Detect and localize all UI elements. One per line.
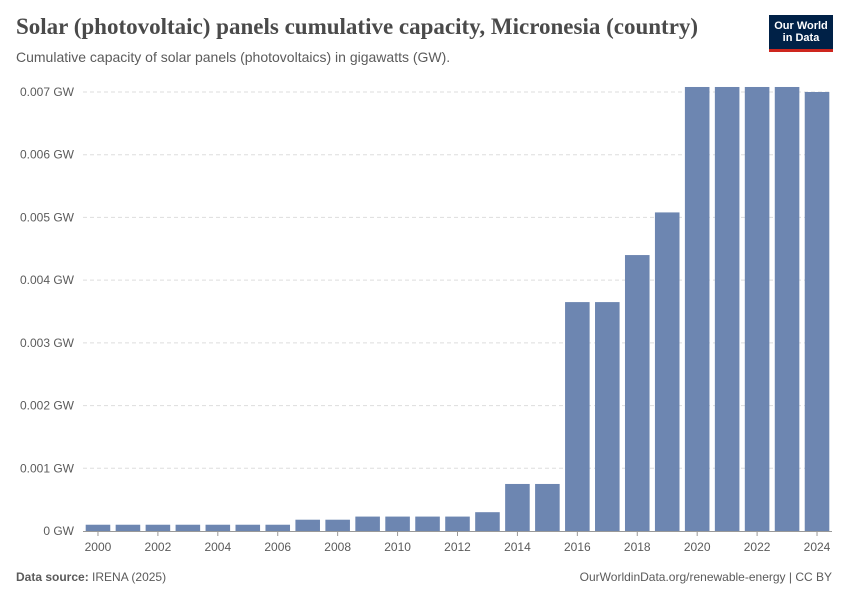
y-tick-label: 0 GW [43, 524, 74, 538]
x-tick-label: 2008 [324, 540, 351, 554]
y-tick-label: 0.006 GW [20, 148, 75, 162]
y-tick-label: 0.003 GW [20, 336, 75, 350]
logo-accent-bar [769, 49, 833, 52]
x-tick-label: 2010 [384, 540, 411, 554]
x-axis-labels: 2000 2002 2004 2006 2008 2010 2012 2014 2016 2018… [85, 531, 831, 554]
bar-2015 [535, 483, 560, 531]
bar-2021 [714, 86, 740, 532]
x-tick-label: 2000 [85, 540, 112, 554]
bar-2004 [205, 524, 231, 531]
bar-2001 [115, 524, 141, 531]
y-tick-label: 0.007 GW [20, 85, 75, 99]
x-tick-label: 2006 [264, 540, 291, 554]
x-tick-label: 2014 [504, 540, 531, 554]
bar-2008 [325, 519, 350, 531]
logo-line-1: Our World [774, 20, 828, 32]
bar-2005 [235, 524, 261, 531]
x-tick-label: 2002 [145, 540, 172, 554]
bar-2022 [744, 86, 770, 532]
y-tick-label: 0.005 GW [20, 210, 75, 224]
bar-2003 [175, 524, 201, 531]
bar-2010 [385, 516, 410, 531]
data-source-value: IRENA (2025) [92, 570, 167, 584]
x-tick-label: 2022 [744, 540, 771, 554]
x-tick-label: 2016 [564, 540, 591, 554]
y-axis-labels: 0 GW 0.001 GW 0.002 GW 0.003 GW 0.004 GW 0.00… [20, 85, 75, 538]
bar-2019 [654, 212, 680, 531]
bar-2007 [295, 519, 320, 531]
bar-2014 [505, 483, 530, 531]
bar-2018 [624, 255, 650, 532]
x-tick-label: 2020 [684, 540, 711, 554]
x-tick-label: 2024 [804, 540, 831, 554]
data-source: Data source: IRENA (2025) [16, 570, 166, 584]
owid-logo[interactable]: Our World in Data [769, 15, 833, 52]
bar-2011 [415, 516, 440, 531]
bars [85, 86, 830, 532]
bar-2020 [684, 86, 710, 532]
chart-title: Solar (photovoltaic) panels cumulative c… [16, 14, 699, 39]
bar-2017 [595, 302, 620, 531]
source-link[interactable]: OurWorldinData.org/renewable-energy | CC… [579, 570, 832, 584]
bar-2013 [475, 512, 500, 531]
logo-line-2: in Data [782, 32, 820, 44]
y-tick-label: 0.004 GW [20, 273, 75, 287]
bar-2002 [145, 524, 171, 531]
bar-2009 [355, 516, 380, 531]
x-tick-label: 2012 [444, 540, 471, 554]
x-tick-label: 2018 [624, 540, 651, 554]
bar-2016 [565, 302, 590, 531]
y-tick-label: 0.002 GW [20, 399, 75, 413]
y-tick-label: 0.001 GW [20, 461, 75, 475]
bar-2012 [445, 516, 470, 531]
bar-2006 [265, 524, 291, 531]
x-tick-label: 2004 [204, 540, 231, 554]
chart-subtitle: Cumulative capacity of solar panels (pho… [16, 49, 451, 65]
bar-2000 [85, 524, 111, 531]
bar-2023 [774, 86, 800, 532]
bar-2024 [804, 92, 830, 531]
data-source-label: Data source: [16, 570, 89, 584]
